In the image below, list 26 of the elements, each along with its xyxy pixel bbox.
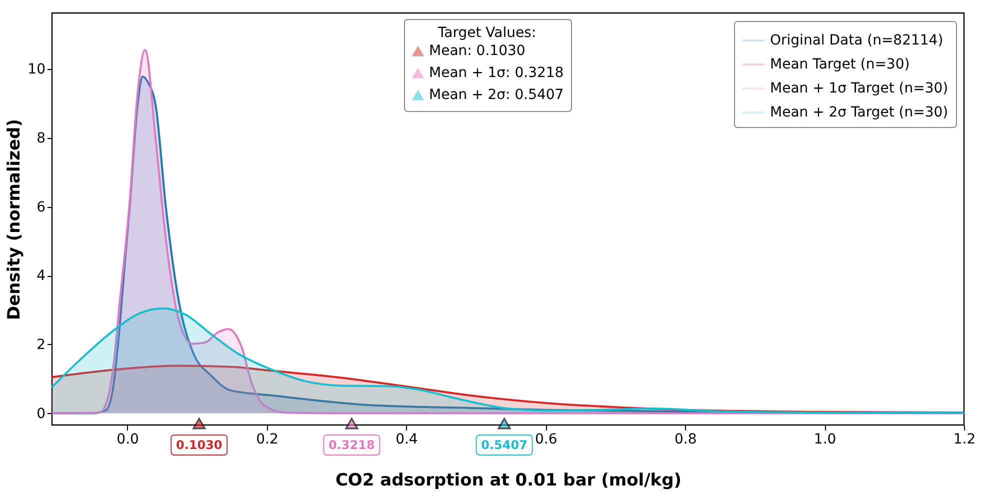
text: 0.5407 bbox=[481, 438, 528, 452]
y-tick-label: 4 bbox=[36, 268, 46, 284]
x-tick-label: 0.8 bbox=[674, 432, 697, 448]
y-tick-label: 0 bbox=[36, 406, 46, 422]
x-tick-label: 0.2 bbox=[256, 432, 278, 448]
x-tick-label: 0.0 bbox=[116, 432, 139, 448]
legend-label: Mean + 1σ: 0.3218 bbox=[429, 65, 564, 81]
x-tick-label: 1.0 bbox=[814, 432, 836, 448]
legend-label: Mean + 2σ: 0.5407 bbox=[429, 87, 564, 103]
text: 0.3218 bbox=[328, 438, 375, 452]
legend-label: Mean + 1σ Target (n=30) bbox=[770, 80, 948, 96]
y-tick-label: 10 bbox=[28, 62, 46, 78]
legend-label: Mean + 2σ Target (n=30) bbox=[770, 104, 948, 120]
legend-label: Original Data (n=82114) bbox=[770, 32, 944, 48]
legend-title: Target Values: bbox=[436, 25, 536, 41]
legend-label: Mean Target (n=30) bbox=[770, 56, 910, 72]
y-tick-label: 2 bbox=[36, 336, 46, 353]
y-tick-label: 8 bbox=[36, 130, 46, 146]
y-axis-title: Density (normalized) bbox=[4, 119, 25, 320]
x-tick-label: 0.6 bbox=[535, 432, 558, 448]
y-tick-label: 6 bbox=[36, 199, 46, 216]
text: 0.1030 bbox=[176, 438, 222, 452]
legend-label: Mean: 0.1030 bbox=[429, 43, 526, 59]
x-axis-title: CO2 adsorption at 0.01 bar (mol/kg) bbox=[335, 470, 682, 490]
x-tick-label: 0.4 bbox=[396, 432, 418, 448]
x-tick-label: 1.2 bbox=[953, 432, 976, 448]
